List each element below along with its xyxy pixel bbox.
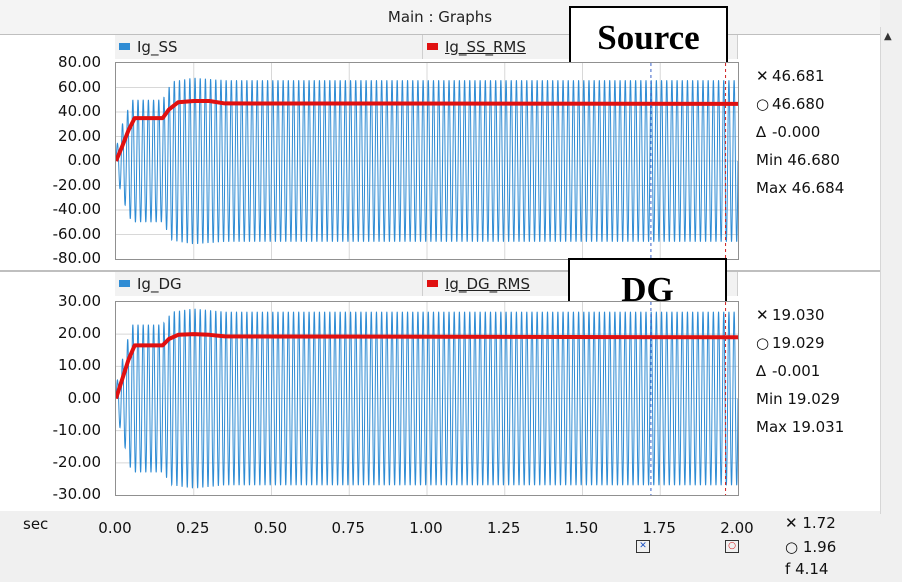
readout-delta-value: -0.001	[772, 362, 821, 380]
readout-o: ○ 19.029	[756, 334, 825, 352]
window-title: Main : Graphs	[387, 8, 493, 26]
y-tick-label: 0.00	[67, 151, 101, 169]
readout-x: ✕ 19.030	[756, 306, 825, 324]
graph-panel-dg[interactable]: Ig_DG Ig_DG_RMS DG 30.00 20.00 10.00 0.00 -1…	[0, 258, 880, 513]
vertical-scrollbar[interactable]: ▲	[880, 27, 902, 514]
y-tick-label: 60.00	[58, 77, 101, 96]
y-tick-label: -10.00	[52, 420, 101, 439]
x-tick-label: 0.75	[331, 519, 365, 537]
legend-item-ig-ss[interactable]: Ig_SS	[115, 35, 423, 59]
y-tick-label: -80.00	[52, 249, 101, 267]
y-tick-label: -20.00	[52, 175, 101, 194]
circle-icon: ○	[756, 334, 770, 352]
chart-svg	[114, 63, 739, 259]
x-readout-f: f 4.14	[785, 560, 828, 578]
series-line-rms	[114, 332, 739, 400]
readout-max: Max 46.684	[756, 179, 845, 197]
x-tick-label: 0.25	[176, 519, 210, 537]
time-axis: sec 0.00 0.25 0.50 0.75 1.00 1.25 1.50 1.75 2.00…	[0, 511, 880, 582]
y-tick-label: 20.00	[58, 324, 101, 343]
y-tick-label: 30.00	[58, 292, 101, 310]
readout-o-value: 46.680	[772, 95, 825, 113]
x-axis-unit: sec	[23, 515, 49, 533]
title-bar: Main : Graphs	[0, 0, 880, 35]
readout-o-value: 19.029	[772, 334, 825, 352]
y-tick-label: 0.00	[67, 388, 101, 407]
frequency-icon: f	[785, 560, 791, 578]
cross-icon: ✕	[756, 67, 769, 85]
chart-svg	[114, 302, 739, 495]
x-readout-x-value: 1.72	[802, 514, 836, 532]
y-tick-label: -40.00	[52, 200, 101, 218]
y-tick-label: 40.00	[58, 102, 101, 120]
plot-area[interactable]	[114, 301, 739, 496]
callout-source: Source	[569, 6, 728, 70]
circle-icon: ○	[728, 541, 736, 551]
readout-min: Min 19.029	[756, 390, 840, 408]
readout-o: ○ 46.680	[756, 95, 825, 113]
legend-label: Ig_DG_RMS	[445, 275, 531, 293]
x-tick-label: 1.50	[564, 519, 599, 537]
y-tick-label: 20.00	[58, 126, 101, 145]
delta-icon: ∆	[756, 123, 767, 141]
readout-min: Min 46.680	[756, 151, 840, 169]
cursor-x-marker[interactable]: ✕	[636, 540, 650, 553]
cross-icon: ✕	[639, 541, 647, 551]
x-readout-x: ✕ 1.72	[785, 514, 836, 532]
scroll-up-icon[interactable]: ▲	[884, 31, 892, 42]
y-tick-label: -30.00	[52, 485, 101, 503]
series-line-rms	[114, 98, 739, 162]
x-tick-label: 0.00	[98, 519, 132, 537]
readout-delta-value: -0.000	[772, 123, 821, 141]
x-tick-label: 1.25	[487, 519, 521, 537]
legend-label: Ig_DG	[137, 275, 182, 293]
readout-x-value: 46.681	[772, 67, 825, 85]
circle-icon: ○	[785, 538, 799, 556]
legend-item-ig-dg[interactable]: Ig_DG	[115, 272, 423, 296]
y-tick-label: 10.00	[58, 356, 101, 375]
circle-icon: ○	[756, 95, 770, 113]
readout-x-value: 19.030	[772, 306, 825, 324]
series-line-instantaneous	[115, 77, 739, 245]
series-color-swatch	[427, 43, 438, 50]
readout-delta: ∆ -0.001	[756, 362, 820, 380]
plot-area[interactable]	[114, 62, 739, 260]
delta-icon: ∆	[756, 362, 767, 380]
readout-x: ✕ 46.681	[756, 67, 825, 85]
x-tick-label: 1.75	[642, 519, 676, 537]
series-line-instantaneous	[115, 308, 739, 489]
x-readout-o: ○ 1.96	[785, 538, 836, 556]
readout-max: Max 19.031	[756, 418, 845, 436]
cross-icon: ✕	[756, 306, 769, 324]
series-color-swatch	[119, 43, 130, 50]
series-color-swatch	[427, 280, 438, 287]
cross-icon: ✕	[785, 514, 798, 532]
readout-delta: ∆ -0.000	[756, 123, 820, 141]
y-tick-label: 80.00	[58, 53, 101, 71]
x-readout-o-value: 1.96	[802, 538, 837, 556]
cursor-o-marker[interactable]: ○	[725, 540, 739, 553]
x-tick-label: 2.00	[720, 519, 754, 537]
legend-label: Ig_SS_RMS	[445, 38, 526, 56]
x-tick-label: 1.00	[409, 519, 443, 537]
y-tick-label: -20.00	[52, 452, 101, 471]
series-color-swatch	[119, 280, 130, 287]
x-tick-label: 0.50	[253, 519, 288, 537]
legend-label: Ig_SS	[137, 38, 178, 56]
x-readout-f-value: 4.14	[795, 560, 829, 578]
y-tick-label: -60.00	[52, 224, 101, 243]
graph-panel-source[interactable]: Ig_SS Ig_SS_RMS Source 80.00 60.00 40.00 20…	[0, 6, 880, 271]
